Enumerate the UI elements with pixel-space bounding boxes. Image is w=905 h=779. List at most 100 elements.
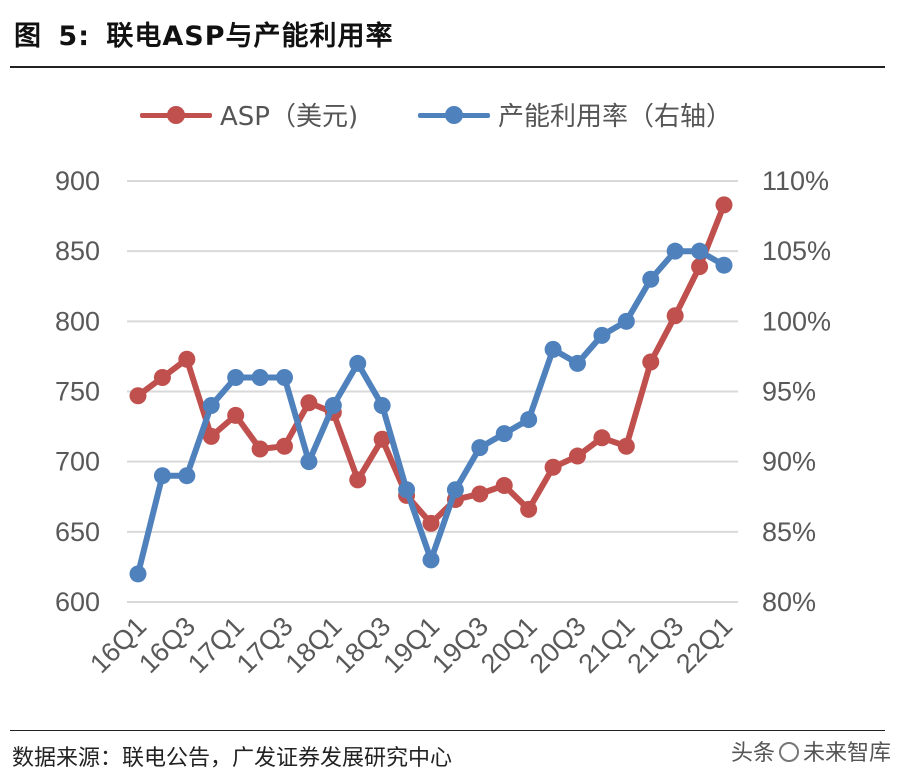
utilization-point bbox=[276, 368, 293, 386]
asp-point bbox=[715, 196, 733, 214]
asp-point bbox=[544, 458, 562, 476]
utilization-point bbox=[422, 551, 440, 569]
utilization-point bbox=[715, 256, 733, 274]
footer-divider bbox=[10, 730, 885, 731]
left-tick-label: 650 bbox=[55, 517, 100, 547]
left-tick-label: 800 bbox=[55, 306, 100, 336]
utilization-point bbox=[544, 340, 562, 358]
source-note: 数据来源：联电公告，广发证券发展研究中心 bbox=[12, 746, 453, 771]
asp-point bbox=[642, 353, 660, 371]
asp-point bbox=[153, 368, 171, 386]
x-tick-label: 21Q3 bbox=[621, 611, 689, 679]
line-chart: 600 650 700 750 800 850 900 80% 85% 90% 95% 100% 10… bbox=[55, 166, 831, 679]
asp-point bbox=[593, 429, 611, 447]
utilization-point bbox=[251, 368, 269, 386]
utilization-point bbox=[569, 354, 586, 372]
asp-point bbox=[422, 514, 440, 532]
x-tick-label: 19Q3 bbox=[426, 611, 494, 679]
utilization-point bbox=[642, 270, 660, 288]
right-tick-label: 85% bbox=[762, 517, 816, 547]
asp-point bbox=[666, 307, 684, 325]
watermark-circle-icon bbox=[778, 742, 799, 762]
utilization-point bbox=[227, 368, 245, 386]
watermark-left: 头条 bbox=[730, 741, 775, 766]
utilization-point bbox=[691, 242, 709, 260]
x-tick-label: 20Q1 bbox=[475, 611, 543, 679]
utilization-point bbox=[520, 411, 538, 429]
x-tick-label: 19Q1 bbox=[377, 611, 445, 679]
asp-point bbox=[569, 447, 586, 465]
utilization-point bbox=[593, 326, 611, 344]
figure-title-text: 联电ASP与产能利用率 bbox=[106, 21, 394, 52]
legend-swatch-utilization bbox=[418, 100, 490, 130]
x-tick-label: 18Q1 bbox=[280, 611, 348, 679]
figure-prefix: 图 bbox=[14, 21, 42, 52]
x-tick-label: 17Q1 bbox=[182, 611, 250, 679]
utilization-point bbox=[300, 453, 318, 471]
left-tick-label: 900 bbox=[55, 166, 100, 196]
left-tick-label: 850 bbox=[55, 236, 100, 266]
utilization-point bbox=[178, 467, 196, 485]
asp-point bbox=[373, 430, 391, 448]
utilization-point bbox=[324, 397, 342, 415]
right-y-axis: 80% 85% 90% 95% 100% 105% 110% bbox=[762, 166, 831, 617]
asp-point bbox=[300, 394, 318, 412]
utilization-point bbox=[398, 481, 416, 499]
legend-item-utilization: 产能利用率（右轴） bbox=[418, 96, 732, 133]
watermark: 头条 未来智库 bbox=[731, 735, 891, 767]
asp-point bbox=[202, 427, 220, 445]
left-tick-label: 700 bbox=[55, 447, 100, 477]
figure-title: 图 5: 联电ASP与产能利用率 bbox=[14, 14, 394, 53]
legend-swatch-asp bbox=[140, 100, 212, 130]
legend-label-utilization: 产能利用率（右轴） bbox=[498, 102, 733, 132]
asp-point bbox=[471, 485, 489, 503]
series-asp bbox=[129, 196, 733, 532]
utilization-point bbox=[153, 467, 171, 485]
x-tick-label: 22Q1 bbox=[670, 611, 738, 679]
utilization-point bbox=[373, 397, 391, 415]
x-tick-label: 17Q3 bbox=[231, 611, 299, 679]
x-tick-label: 16Q1 bbox=[84, 611, 152, 679]
utilization-point bbox=[446, 481, 464, 499]
x-axis: 16Q116Q317Q117Q318Q118Q319Q119Q320Q120Q3… bbox=[84, 611, 738, 679]
utilization-point bbox=[471, 439, 489, 457]
right-tick-label: 105% bbox=[762, 236, 831, 266]
utilization-point bbox=[129, 565, 147, 583]
x-tick-label: 16Q3 bbox=[133, 611, 201, 679]
watermark-right: 未来智库 bbox=[802, 741, 891, 766]
series-utilization bbox=[129, 242, 733, 583]
right-tick-label: 80% bbox=[762, 587, 816, 617]
x-tick-label: 20Q3 bbox=[524, 611, 592, 679]
utilization-point bbox=[349, 354, 367, 372]
asp-line bbox=[135, 201, 727, 527]
asp-point bbox=[495, 477, 513, 495]
asp-point bbox=[251, 440, 269, 458]
utilization-point bbox=[202, 397, 220, 415]
asp-point bbox=[227, 406, 245, 424]
figure-number: 5: bbox=[58, 21, 90, 52]
x-tick-label: 21Q1 bbox=[573, 611, 641, 679]
series bbox=[129, 196, 733, 583]
chart-legend: ASP（美元) 产能利用率（右轴） bbox=[0, 96, 905, 140]
asp-point bbox=[276, 437, 293, 455]
right-tick-label: 100% bbox=[762, 306, 831, 336]
utilization-point bbox=[617, 312, 635, 330]
asp-point bbox=[178, 350, 196, 368]
utilization-point bbox=[495, 425, 513, 443]
left-tick-label: 750 bbox=[55, 377, 100, 407]
left-tick-label: 600 bbox=[55, 587, 100, 617]
asp-point bbox=[617, 437, 635, 455]
asp-point bbox=[691, 258, 709, 276]
right-tick-label: 95% bbox=[762, 377, 816, 407]
x-tick-label: 18Q3 bbox=[328, 611, 396, 679]
right-tick-label: 90% bbox=[762, 447, 816, 477]
left-y-axis: 600 650 700 750 800 850 900 bbox=[55, 166, 100, 617]
asp-point bbox=[129, 387, 147, 405]
legend-label-asp: ASP（美元) bbox=[220, 102, 359, 132]
gridlines bbox=[127, 180, 738, 603]
asp-point bbox=[349, 471, 367, 489]
right-tick-label: 110% bbox=[762, 166, 829, 196]
title-divider bbox=[10, 66, 885, 68]
utilization-point bbox=[666, 242, 684, 260]
legend-item-asp: ASP（美元) bbox=[140, 96, 358, 133]
